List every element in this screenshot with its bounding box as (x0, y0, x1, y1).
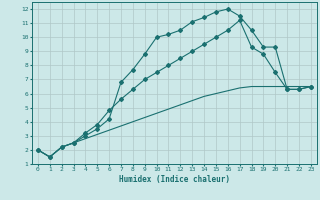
X-axis label: Humidex (Indice chaleur): Humidex (Indice chaleur) (119, 175, 230, 184)
